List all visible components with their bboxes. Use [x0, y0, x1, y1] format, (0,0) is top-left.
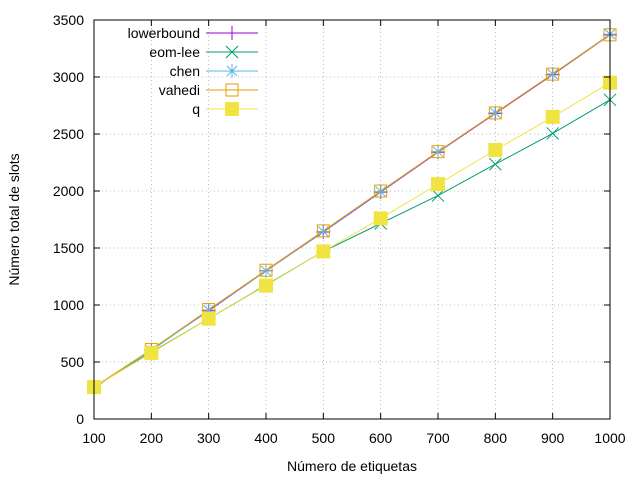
grid [94, 20, 610, 419]
x-tick-label: 300 [197, 430, 221, 446]
legend-label: lowerbound [128, 25, 200, 41]
x-tick-label: 500 [312, 430, 336, 446]
legend: lowerbound eom-lee chen vahedi q [128, 25, 258, 117]
axis-ticks: 100 200 300 400 500 600 700 800 900 1000 0 500 1000 1… [53, 12, 626, 446]
legend-item-lowerbound: lowerbound [128, 25, 258, 41]
data-point [431, 145, 445, 159]
y-tick-label: 2500 [53, 126, 84, 142]
data-point [431, 189, 445, 202]
data-point [488, 157, 502, 171]
data-point [488, 106, 502, 120]
x-tick-label: 700 [426, 430, 450, 446]
data-point [431, 177, 445, 192]
legend-item-vahedi: vahedi [159, 82, 258, 98]
y-tick-label: 2000 [53, 183, 84, 199]
legend-label: q [192, 101, 200, 117]
legend-label: eom-lee [149, 44, 200, 60]
y-tick-label: 500 [61, 354, 85, 370]
y-tick-label: 1000 [53, 297, 84, 313]
data-point [316, 244, 331, 259]
y-tick-label: 3500 [53, 12, 84, 28]
data-point [545, 109, 560, 124]
data-point [316, 224, 330, 238]
data-point [259, 278, 273, 293]
data-point [201, 311, 216, 326]
data-point [488, 142, 503, 157]
x-tick-label: 800 [484, 430, 508, 446]
data-point [225, 45, 239, 59]
series-eom-lee [87, 93, 617, 394]
series-line [93, 34, 611, 388]
data-point [225, 83, 239, 97]
data-point [373, 211, 388, 226]
legend-item-q: q [192, 101, 258, 117]
legend-label: vahedi [159, 82, 200, 98]
data-point [225, 26, 239, 40]
data-point [225, 102, 239, 116]
y-axis-title: Número total de slots [6, 153, 22, 285]
data-point [259, 263, 273, 277]
y-tick-label: 1500 [53, 240, 84, 256]
y-tick-label: 0 [76, 411, 84, 427]
x-tick-label: 400 [254, 430, 278, 446]
x-tick-label: 1000 [594, 430, 625, 446]
legend-item-eom-lee: eom-lee [149, 44, 258, 60]
x-tick-label: 600 [369, 430, 393, 446]
x-axis-title: Número de etiquetas [287, 458, 417, 474]
series-line [93, 99, 611, 388]
data-point [144, 345, 159, 360]
data-point [225, 64, 239, 78]
x-tick-label: 900 [541, 430, 565, 446]
legend-label: chen [170, 63, 200, 79]
plot-frame [93, 19, 611, 420]
data-point [546, 67, 560, 81]
legend-item-chen: chen [170, 63, 258, 79]
x-tick-label: 100 [82, 430, 106, 446]
x-tick-label: 200 [140, 430, 164, 446]
series-q [87, 75, 617, 395]
y-tick-label: 3000 [53, 69, 84, 85]
series-line [93, 82, 611, 388]
data-point [546, 127, 560, 140]
data-point [374, 184, 388, 198]
